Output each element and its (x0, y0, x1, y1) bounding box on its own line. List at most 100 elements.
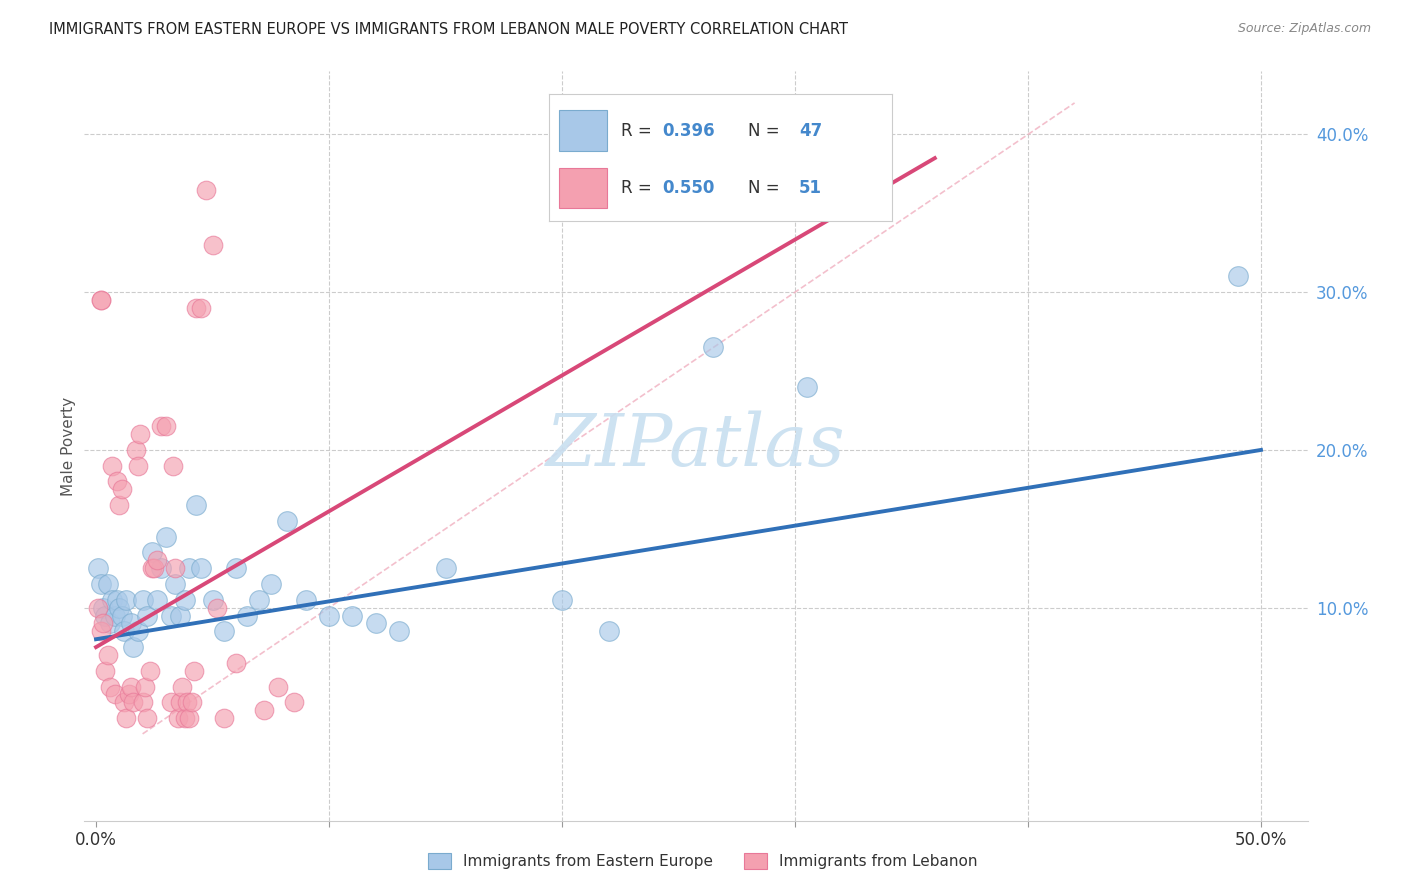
Point (94, 608, 117, 623)
Point (91, 600, 114, 615)
Text: Source: ZipAtlas.com: Source: ZipAtlas.com (1237, 22, 1371, 36)
Point (267, 680, 290, 694)
Point (173, 711, 195, 725)
Point (212, 624, 235, 639)
Point (143, 561, 166, 575)
Point (141, 545, 163, 559)
Point (318, 608, 340, 623)
Text: ZIPatlas: ZIPatlas (546, 410, 846, 482)
Point (276, 514, 298, 528)
Point (98, 680, 121, 694)
Point (90, 293, 112, 307)
Point (162, 458, 184, 473)
Point (145, 553, 167, 567)
Point (150, 419, 173, 434)
Point (169, 695, 191, 709)
Point (131, 592, 153, 607)
Point (97, 648, 120, 662)
Point (1226, 269, 1249, 284)
Y-axis label: Male Poverty: Male Poverty (60, 396, 76, 496)
Point (342, 608, 364, 623)
Point (111, 608, 134, 623)
Point (127, 624, 149, 639)
Point (260, 577, 283, 591)
Legend: Immigrants from Eastern Europe, Immigrants from Lebanon: Immigrants from Eastern Europe, Immigran… (422, 847, 984, 875)
Point (105, 592, 128, 607)
Point (155, 419, 177, 434)
Point (150, 561, 173, 575)
Point (108, 600, 131, 615)
Point (176, 695, 198, 709)
Point (108, 498, 131, 512)
Point (186, 301, 208, 315)
Point (136, 711, 159, 725)
Point (104, 688, 127, 702)
Point (120, 616, 142, 631)
Point (173, 592, 195, 607)
Point (155, 530, 177, 544)
Point (122, 640, 145, 654)
Point (796, 380, 818, 394)
Point (364, 616, 387, 631)
Point (129, 427, 152, 442)
Point (190, 561, 212, 575)
Point (186, 498, 208, 512)
Point (172, 680, 194, 694)
Point (179, 711, 201, 725)
Point (87, 600, 110, 615)
Point (115, 711, 138, 725)
Point (434, 561, 457, 575)
Point (159, 608, 181, 623)
Point (131, 695, 153, 709)
Point (90, 293, 112, 307)
Point (225, 561, 247, 575)
Point (138, 664, 160, 678)
Point (90, 624, 112, 639)
Point (91, 616, 114, 631)
Point (294, 592, 316, 607)
Point (236, 608, 259, 623)
Point (112, 695, 135, 709)
Point (105, 475, 128, 489)
Point (115, 592, 138, 607)
Point (194, 183, 217, 197)
Point (205, 600, 228, 615)
Point (136, 608, 159, 623)
Point (598, 624, 620, 639)
Point (94, 664, 117, 678)
Point (87, 561, 110, 575)
Point (112, 624, 135, 639)
Point (124, 442, 146, 457)
Point (134, 680, 156, 694)
Point (212, 711, 235, 725)
Point (120, 680, 142, 694)
Point (165, 577, 187, 591)
Point (122, 695, 145, 709)
Point (98, 616, 121, 631)
Point (702, 340, 724, 354)
Point (180, 695, 202, 709)
Point (90, 577, 112, 591)
Point (247, 592, 270, 607)
Point (127, 458, 149, 473)
Point (253, 703, 276, 717)
Point (104, 608, 127, 623)
Point (551, 592, 574, 607)
Point (145, 592, 167, 607)
Point (183, 664, 205, 678)
Point (111, 483, 134, 497)
Text: IMMIGRANTS FROM EASTERN EUROPE VS IMMIGRANTS FROM LEBANON MALE POVERTY CORRELATI: IMMIGRANTS FROM EASTERN EUROPE VS IMMIGR… (49, 22, 848, 37)
Point (101, 458, 124, 473)
Point (388, 624, 411, 639)
Point (117, 688, 139, 702)
Point (166, 711, 188, 725)
Point (179, 561, 201, 575)
Point (169, 608, 191, 623)
Point (201, 238, 224, 252)
Point (97, 577, 120, 591)
Point (225, 656, 247, 670)
Point (190, 301, 212, 315)
Point (165, 561, 187, 575)
Point (141, 561, 163, 575)
Point (159, 695, 181, 709)
